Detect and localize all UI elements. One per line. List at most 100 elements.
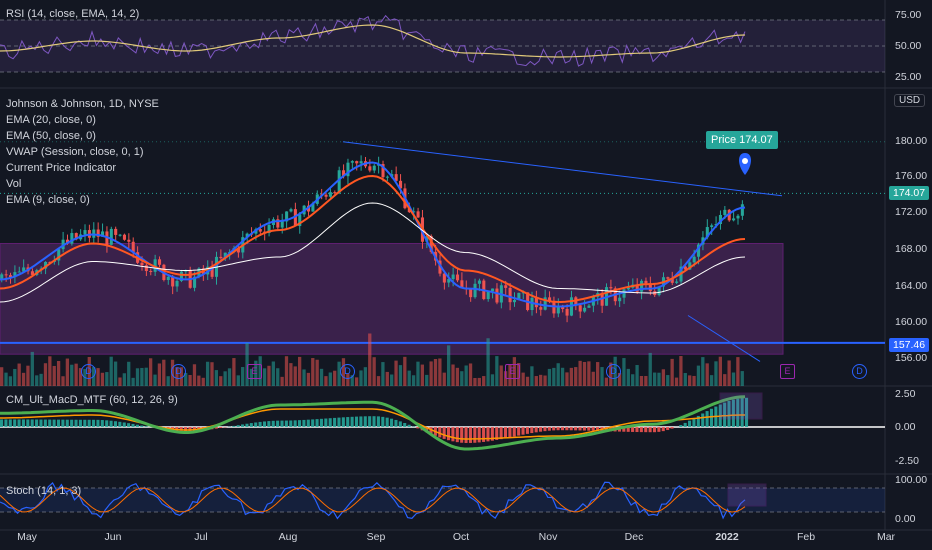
- candle-body: [565, 309, 569, 316]
- candle-body: [333, 192, 337, 194]
- legend-price-indicator[interactable]: Current Price Indicator: [6, 162, 117, 174]
- macd-histogram-bar: [631, 427, 635, 432]
- macd-histogram-bar: [271, 420, 275, 427]
- legend-ema20[interactable]: EMA (20, close, 0): [6, 114, 96, 126]
- macd-histogram-bar: [70, 419, 74, 427]
- x-tick: Dec: [624, 531, 644, 543]
- macd-histogram-bar: [596, 427, 600, 431]
- volume-bar: [736, 357, 740, 386]
- volume-bar: [499, 365, 503, 386]
- candle-body: [122, 234, 126, 240]
- stoch-projection-box: [727, 483, 767, 507]
- macd-histogram-bar: [249, 423, 253, 427]
- dividend-marker[interactable]: D: [171, 364, 186, 379]
- candle-body: [153, 259, 157, 272]
- volume-bar: [70, 364, 74, 386]
- x-tick: Jul: [194, 531, 208, 543]
- volume-bar: [403, 356, 407, 386]
- volume-bar: [398, 365, 403, 386]
- macd-histogram-bar: [188, 427, 192, 431]
- resistance-trendline: [342, 141, 783, 197]
- candle-body: [236, 248, 240, 253]
- candle-body: [688, 262, 692, 270]
- volume-bar: [495, 356, 499, 386]
- macd-histogram-bar: [354, 416, 359, 427]
- macd-histogram-bar: [241, 424, 245, 427]
- macd-histogram-bar: [560, 427, 565, 431]
- volume-bar: [578, 360, 582, 386]
- volume-bar: [271, 361, 275, 386]
- candle-body: [683, 266, 687, 270]
- legend-symbol[interactable]: Johnson & Johnson, 1D, NYSE: [6, 98, 159, 110]
- macd-histogram-bar: [232, 425, 236, 427]
- volume-bar: [381, 362, 385, 386]
- candle-body: [175, 280, 179, 287]
- volume-bar: [525, 376, 530, 386]
- macd-histogram-bar: [727, 400, 731, 427]
- candle-body: [372, 165, 376, 171]
- macd-histogram-bar: [13, 419, 17, 427]
- macd-histogram-bar: [517, 427, 521, 436]
- volume-bar: [701, 357, 705, 386]
- legend-vwap[interactable]: VWAP (Session, close, 0, 1): [6, 146, 144, 158]
- volume-bar: [692, 375, 696, 386]
- volume-bar: [460, 371, 464, 386]
- candle-body: [412, 211, 416, 213]
- currency-selector[interactable]: USD: [894, 94, 926, 107]
- volume-bar: [639, 375, 644, 386]
- candle-body: [429, 236, 433, 252]
- volume-bar: [135, 368, 140, 386]
- stoch-k-line: [0, 481, 746, 520]
- macd-histogram-bar: [552, 427, 556, 431]
- volume-bar: [714, 361, 718, 386]
- volume-bar: [267, 365, 271, 386]
- main-legend: Johnson & Johnson, 1D, NYSE EMA (20, clo…: [6, 96, 159, 208]
- legend-ema50[interactable]: EMA (50, close, 0): [6, 130, 96, 142]
- earnings-marker[interactable]: E: [780, 364, 795, 379]
- macd-histogram-bar: [350, 416, 354, 427]
- volume-bar: [648, 352, 652, 386]
- macd-histogram-bar: [298, 420, 302, 427]
- volume-bar: [394, 360, 398, 386]
- legend-ema9[interactable]: EMA (9, close, 0): [6, 194, 90, 206]
- volume-bar: [587, 361, 591, 386]
- legend-volume[interactable]: Vol: [6, 178, 22, 190]
- candle-body: [508, 287, 512, 303]
- candle-body: [179, 271, 183, 281]
- macd-histogram-bar: [394, 419, 398, 427]
- volume-bar: [26, 365, 30, 386]
- volume-bar: [293, 366, 297, 386]
- earnings-marker[interactable]: E: [247, 364, 262, 379]
- candle-body: [438, 260, 442, 274]
- macd-histogram-bar: [17, 419, 21, 427]
- macd-histogram-bar: [83, 419, 87, 427]
- ema-line: [0, 202, 746, 303]
- macd-histogram-bar: [293, 420, 297, 427]
- macd-histogram-bar: [578, 427, 582, 431]
- macd-histogram-bar: [736, 398, 740, 427]
- stoch-tick: 0.00: [895, 513, 916, 525]
- macd-histogram-bar: [214, 427, 218, 429]
- candle-body: [697, 244, 701, 257]
- candle-body: [355, 161, 359, 164]
- volume-bar: [302, 369, 306, 386]
- macd-histogram-bar: [416, 427, 420, 429]
- dividend-marker[interactable]: D: [852, 364, 867, 379]
- dividend-marker[interactable]: D: [340, 364, 355, 379]
- volume-bar: [425, 374, 429, 386]
- volume-bar: [363, 367, 368, 386]
- candle-body: [280, 221, 284, 228]
- candle-body: [30, 271, 34, 275]
- candle-body: [675, 281, 679, 283]
- macd-histogram-bar: [302, 419, 306, 427]
- macd-histogram-bar: [657, 427, 661, 432]
- volume-bar: [30, 351, 34, 386]
- earnings-marker[interactable]: E: [505, 364, 520, 379]
- rsi-tick: 75.00: [895, 9, 922, 21]
- candle-body: [285, 211, 289, 222]
- dividend-marker[interactable]: D: [606, 364, 621, 379]
- dividend-marker[interactable]: D: [81, 364, 96, 379]
- stoch-tick: 100.00: [895, 474, 928, 486]
- macd-histogram-bar: [451, 427, 455, 442]
